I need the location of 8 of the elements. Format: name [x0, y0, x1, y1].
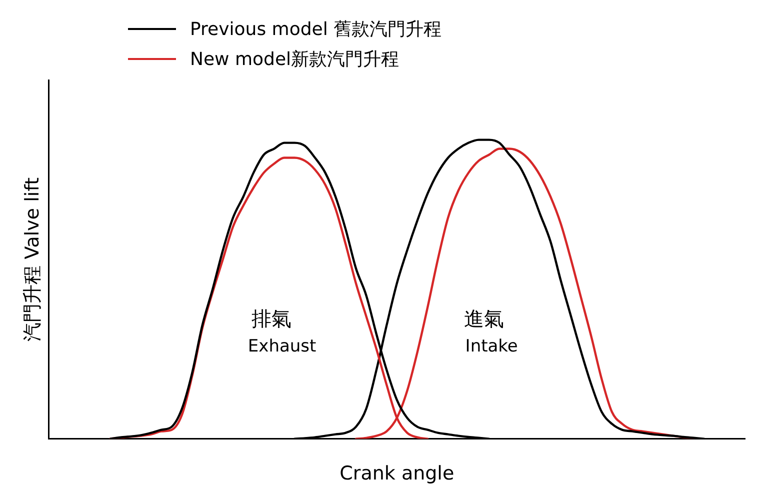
legend-label: Previous model 舊款汽門升程: [190, 18, 442, 41]
legend-label: New model新款汽門升程: [190, 48, 400, 71]
x-axis-title: Crank angle: [340, 462, 454, 485]
annotation: Exhaust: [248, 336, 317, 357]
annotation: 進氣: [464, 306, 504, 331]
annotation: Intake: [465, 336, 518, 357]
y-axis-title: 汽門升程 Valve lift: [21, 177, 44, 342]
annotation: 排氣: [252, 306, 292, 331]
